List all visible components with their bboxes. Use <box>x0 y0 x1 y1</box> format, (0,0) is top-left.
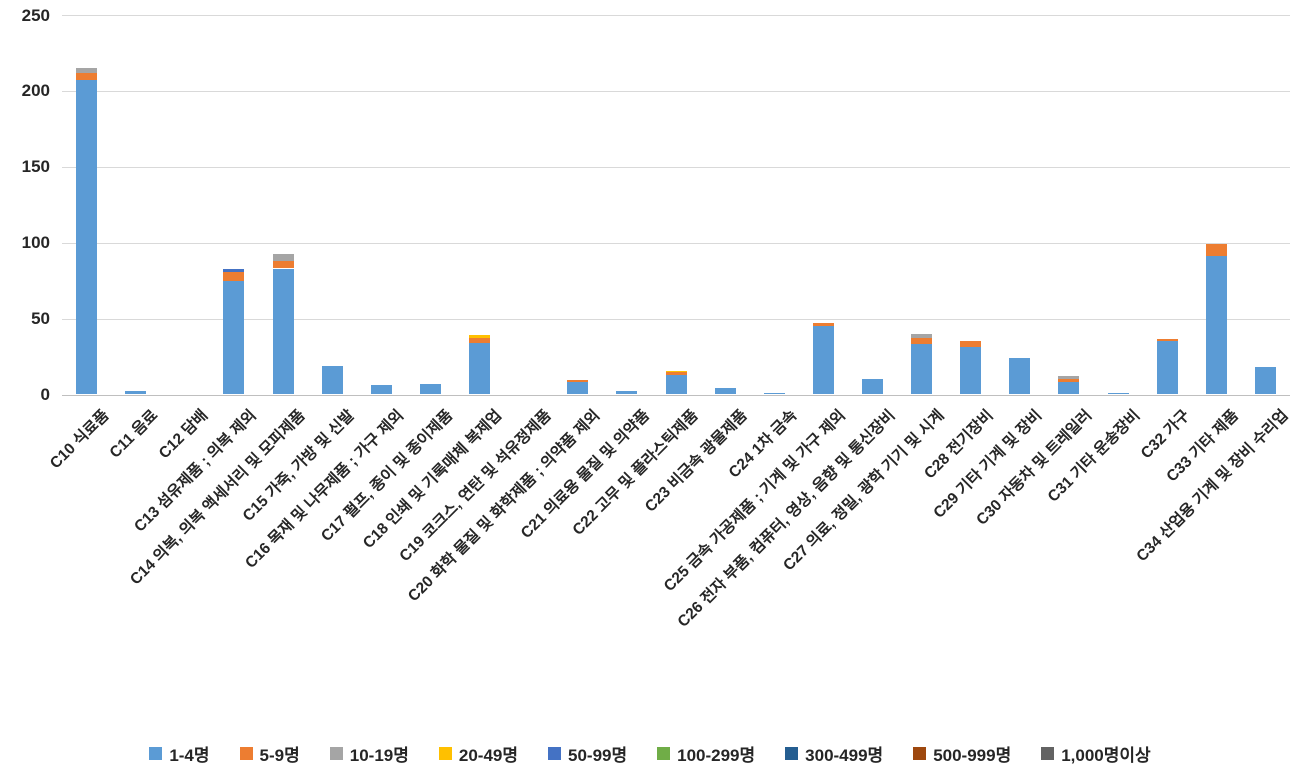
legend-swatch-icon <box>657 747 671 760</box>
bar-segment-5-9명 <box>567 380 589 383</box>
legend-label: 500-999명 <box>933 746 1012 765</box>
bar-segment-10-19명 <box>911 333 933 339</box>
gridline <box>62 318 1290 320</box>
legend-item: 5-9명 <box>239 741 300 766</box>
legend-label: 100-299명 <box>677 746 756 765</box>
bar-segment-1-4명 <box>1107 392 1129 395</box>
bar-segment-1-4명 <box>714 388 736 395</box>
bar-segment-5-9명 <box>469 338 491 343</box>
legend-label: 1,000명이상 <box>1061 746 1151 765</box>
bar-segment-5-9명 <box>911 338 933 345</box>
bar-segment-10-19명 <box>1058 376 1080 380</box>
y-tick-label: 150 <box>21 157 50 177</box>
bar-segment-1-4명 <box>1009 358 1031 395</box>
bar-segment-5-9명 <box>1156 339 1178 342</box>
legend-swatch-icon <box>149 747 163 760</box>
legend-item: 20-49명 <box>438 741 518 766</box>
y-tick-label: 200 <box>21 81 50 101</box>
legend-label: 1-4명 <box>169 746 210 765</box>
legend-swatch-icon <box>913 747 927 760</box>
bar-segment-5-9명 <box>223 271 245 281</box>
legend-item: 1-4명 <box>149 741 210 766</box>
bar-segment-1-4명 <box>616 391 638 395</box>
x-category-label-text: C10 식료품 <box>46 406 113 473</box>
bar-segment-1-4명 <box>861 379 883 395</box>
bar-segment-5-9명 <box>665 372 687 375</box>
bar-segment-1-4명 <box>125 391 147 395</box>
bar-segment-20-49명 <box>665 370 687 373</box>
gridline <box>62 90 1290 92</box>
legend-item: 10-19명 <box>329 741 409 766</box>
y-tick-label: 50 <box>31 309 50 329</box>
legend-label: 300-499명 <box>805 746 884 765</box>
gridline <box>62 242 1290 244</box>
bar-segment-1-4명 <box>419 383 441 395</box>
bar-segment-20-49명 <box>469 335 491 339</box>
bar-segment-50-99명 <box>223 268 245 272</box>
bar-segment-5-9명 <box>1205 244 1227 257</box>
gridline <box>62 166 1290 168</box>
x-category-label-text: C11 음료 <box>106 406 162 462</box>
bar-segment-1-4명 <box>223 280 245 395</box>
bar-segment-1-4명 <box>911 344 933 395</box>
legend-label: 10-19명 <box>349 746 409 765</box>
bar-segment-5-9명 <box>812 323 834 327</box>
legend-swatch-icon <box>239 747 253 760</box>
bar-segment-1-4명 <box>1254 367 1276 395</box>
gridline <box>62 15 1290 16</box>
y-tick-label: 250 <box>21 5 50 25</box>
legend-item: 100-299명 <box>657 741 755 766</box>
legend-swatch-icon <box>1041 747 1055 760</box>
legend-swatch-icon <box>785 747 799 760</box>
bar-segment-10-19명 <box>76 68 98 73</box>
bar-segment-10-19명 <box>272 254 294 261</box>
x-axis-line <box>62 394 1290 396</box>
bar-segment-1-4명 <box>1205 256 1227 395</box>
legend-swatch-icon <box>438 747 452 760</box>
legend-label: 20-49명 <box>458 746 518 765</box>
legend-label: 50-99명 <box>568 746 628 765</box>
legend: 1-4명 5-9명 10-19명 20-49명 50-99명 100-299명 300-49… <box>0 741 1300 766</box>
bar-segment-1-4명 <box>469 342 491 395</box>
bar-segment-1-4명 <box>272 268 294 395</box>
legend-item: 1,000명이상 <box>1041 741 1151 766</box>
legend-item: 50-99명 <box>548 741 627 766</box>
legend-label: 5-9명 <box>259 746 300 765</box>
bar-segment-5-9명 <box>76 72 98 81</box>
bar-segment-1-4명 <box>1156 341 1178 395</box>
bar-segment-1-4명 <box>567 382 589 395</box>
legend-item: 500-999명 <box>913 741 1011 766</box>
y-tick-label: 0 <box>40 385 50 404</box>
bar-segment-5-9명 <box>1058 379 1080 383</box>
bar-segment-1-4명 <box>76 80 98 395</box>
bar-segment-1-4명 <box>370 385 392 395</box>
bar-segment-1-4명 <box>321 365 343 395</box>
legend-item: 300-499명 <box>785 741 883 766</box>
bar-segment-1-4명 <box>960 347 982 395</box>
y-tick-label: 100 <box>21 233 50 253</box>
bar-segment-5-9명 <box>960 341 982 348</box>
bar-segment-1-4명 <box>1058 382 1080 395</box>
bar-segment-1-4명 <box>812 326 834 395</box>
bar-segment-5-9명 <box>272 260 294 269</box>
bar-segment-1-4명 <box>665 374 687 395</box>
bar-segment-1-4명 <box>763 392 785 395</box>
legend-swatch-icon <box>329 747 343 760</box>
legend-swatch-icon <box>548 747 561 760</box>
